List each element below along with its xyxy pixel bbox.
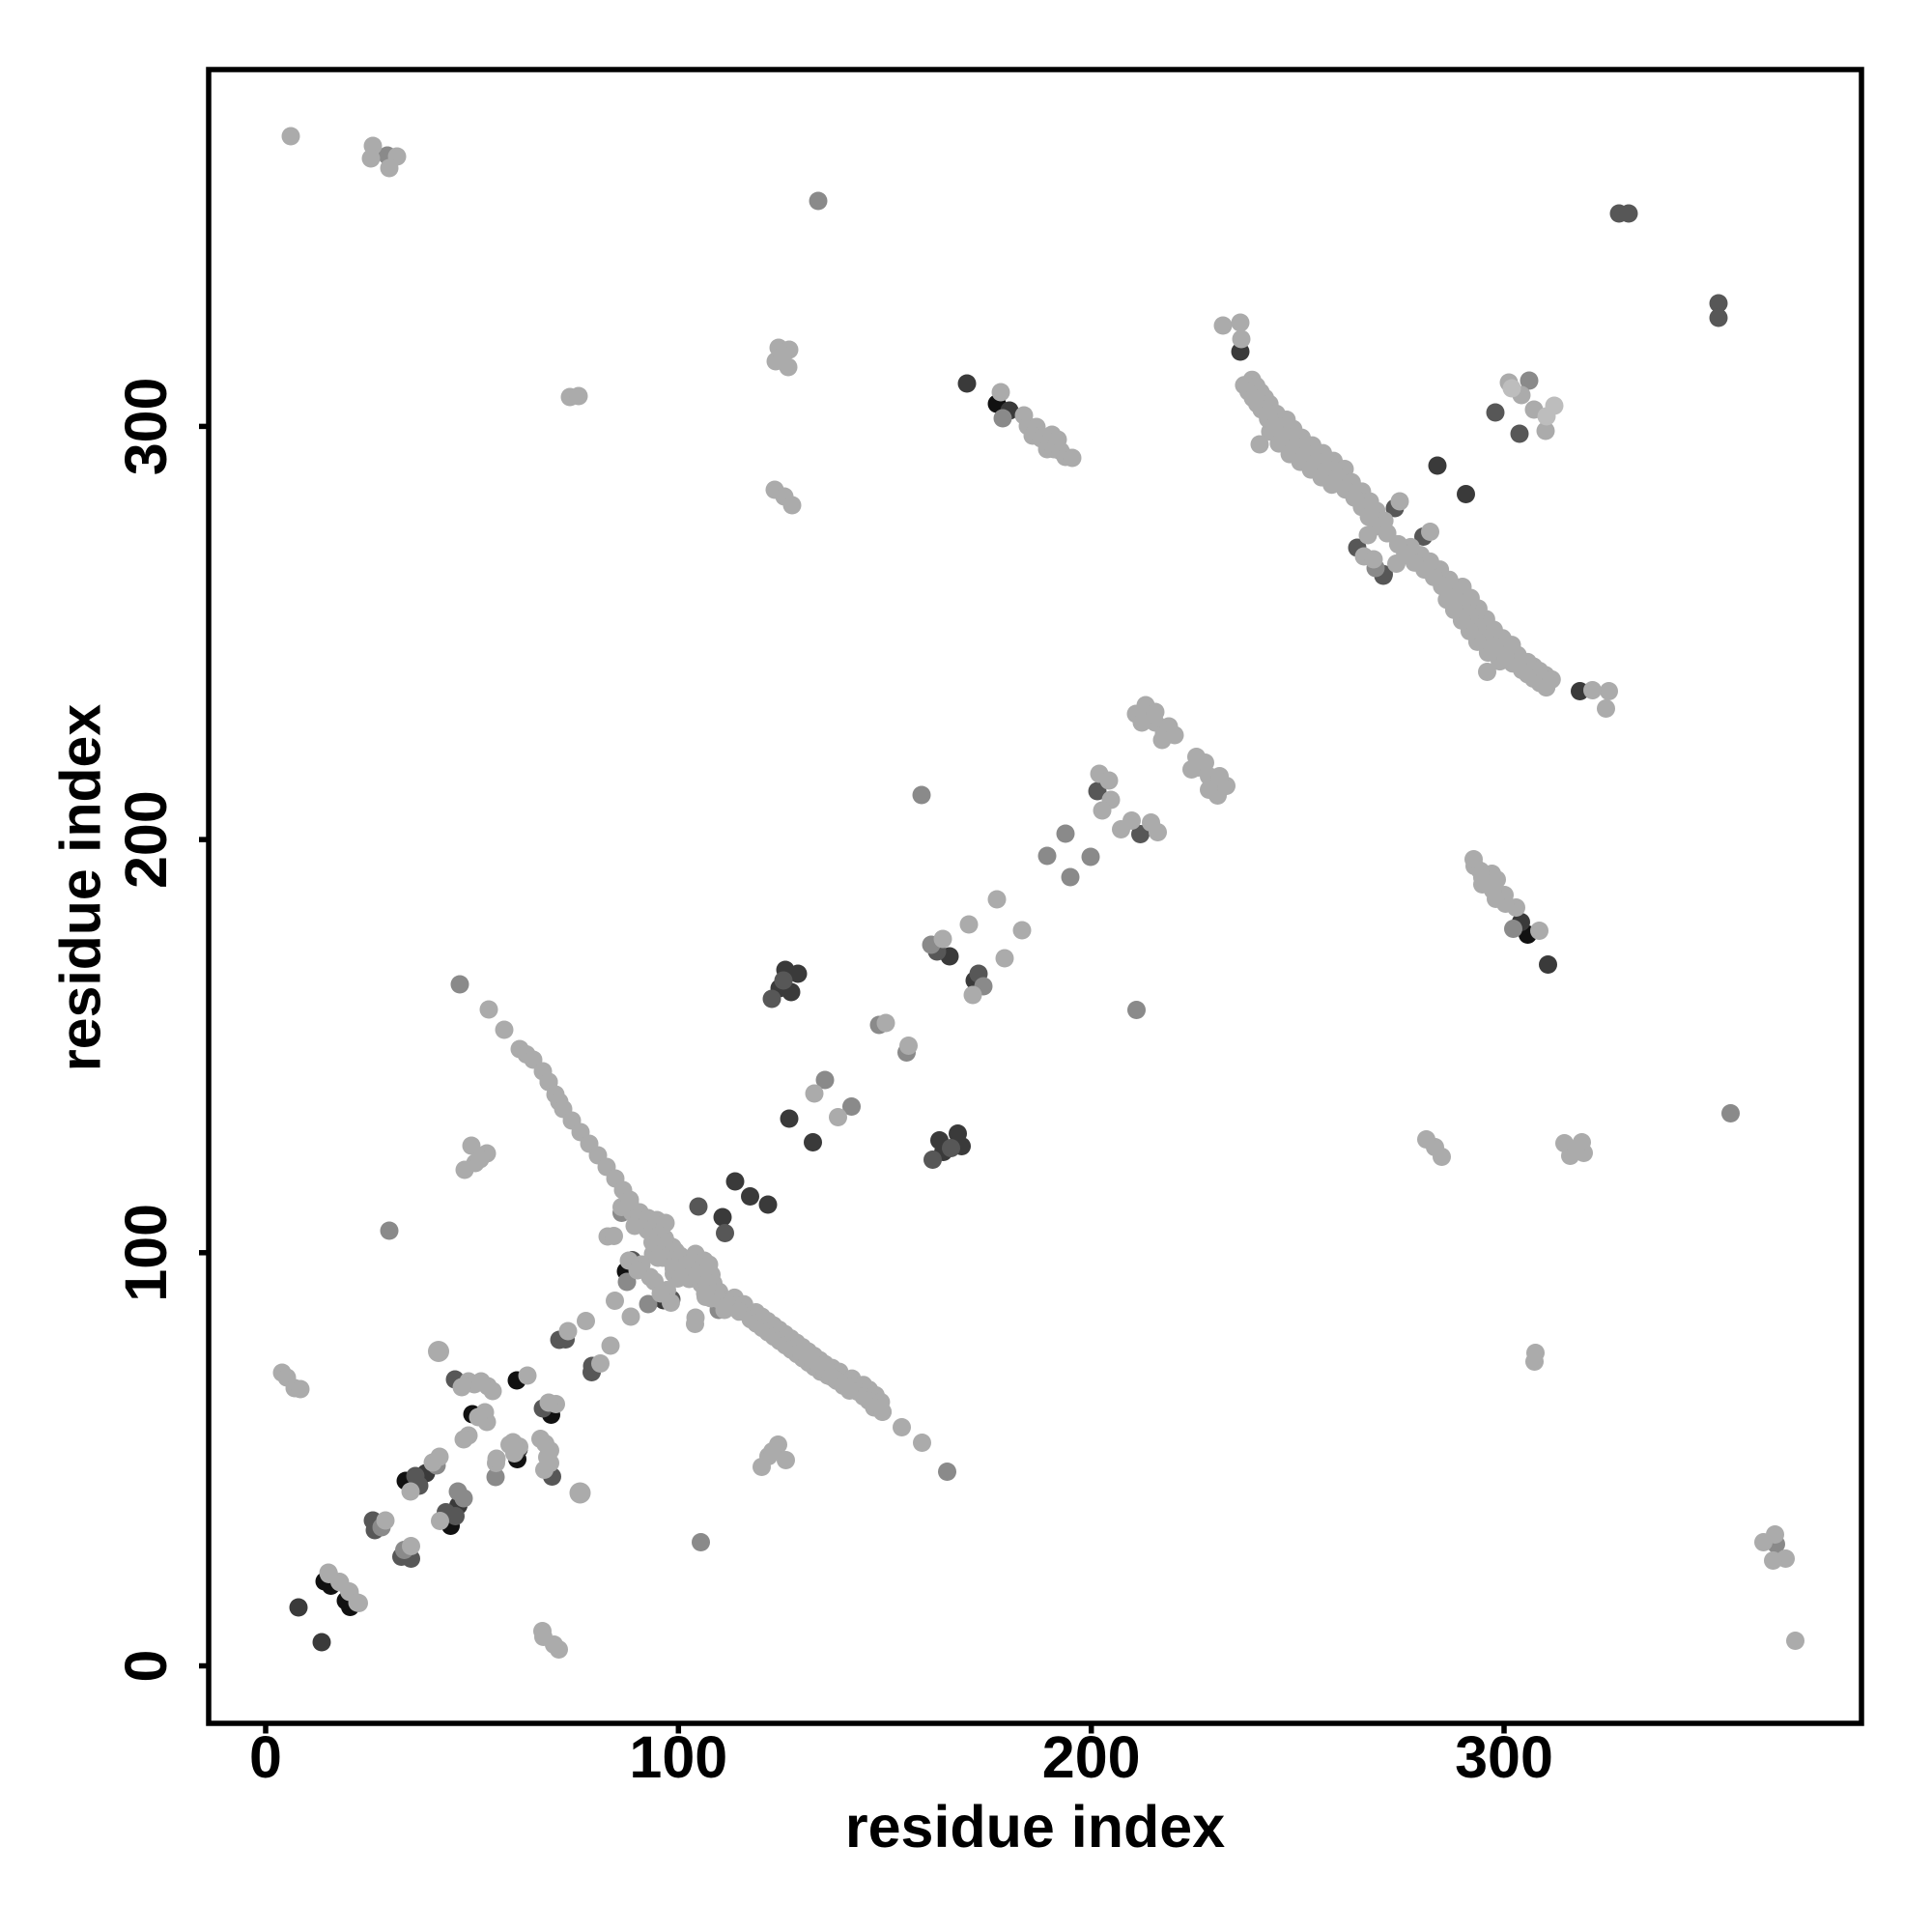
svg-text:residue index: residue index xyxy=(49,704,113,1072)
svg-text:residue index: residue index xyxy=(845,1794,1225,1860)
svg-text:100: 100 xyxy=(629,1724,727,1790)
svg-text:0: 0 xyxy=(113,1650,179,1683)
svg-text:100: 100 xyxy=(113,1204,179,1302)
svg-text:200: 200 xyxy=(113,790,179,889)
svg-text:300: 300 xyxy=(113,378,179,476)
svg-text:300: 300 xyxy=(1455,1724,1553,1790)
svg-text:200: 200 xyxy=(1042,1724,1141,1790)
svg-text:0: 0 xyxy=(249,1724,282,1790)
